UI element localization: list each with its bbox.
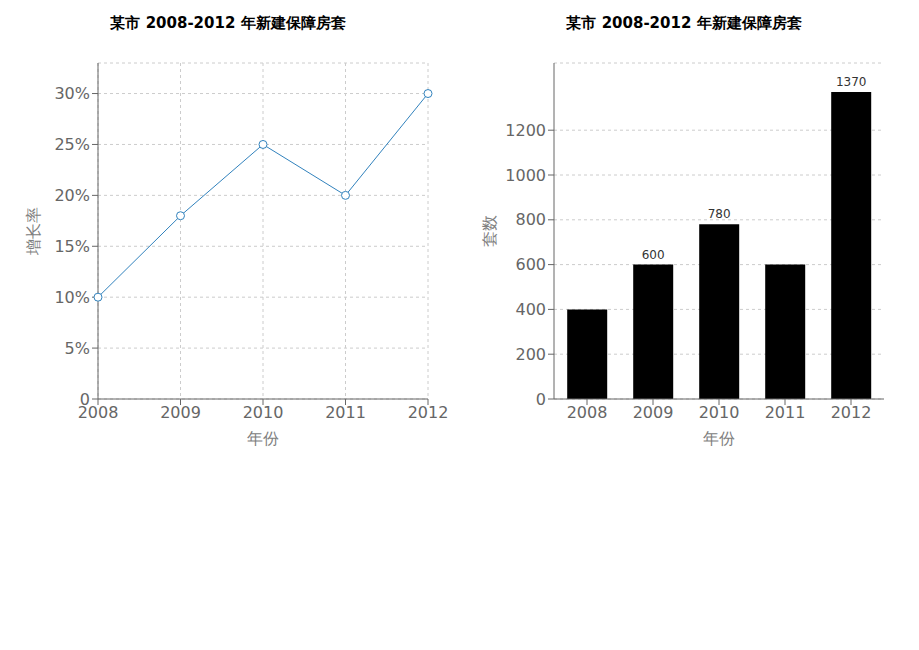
svg-text:2011: 2011 (325, 403, 366, 422)
svg-text:10%: 10% (54, 288, 90, 307)
svg-text:30%: 30% (54, 84, 90, 103)
svg-text:增长率: 增长率 (24, 207, 43, 256)
svg-text:2011: 2011 (765, 403, 806, 422)
html-text:某市 2008-2012 年新建保障房套: 某市 2008-2012 年新建保障房套 (566, 14, 802, 32)
svg-text:2009: 2009 (633, 403, 674, 422)
svg-text:0: 0 (536, 390, 546, 409)
svg-text:2008: 2008 (77, 403, 119, 423)
svg-text:780: 780 (708, 207, 731, 221)
svg-text:400: 400 (515, 300, 546, 319)
svg-text:5%: 5% (65, 339, 90, 358)
svg-text:年份: 年份 (247, 429, 279, 448)
svg-text:2010: 2010 (243, 403, 284, 422)
svg-text:15%: 15% (54, 237, 90, 256)
svg-text:600: 600 (642, 248, 665, 262)
svg-text:800: 800 (515, 210, 546, 229)
svg-text:1200: 1200 (505, 121, 546, 140)
svg-text:600: 600 (515, 255, 546, 274)
svg-text:2009: 2009 (160, 403, 201, 422)
svg-text:套数: 套数 (480, 215, 499, 247)
svg-text:年份: 年份 (703, 429, 735, 448)
svg-text:25%: 25% (54, 135, 90, 154)
svg-text:2010: 2010 (699, 403, 740, 422)
svg-text:2012: 2012 (408, 403, 448, 422)
svg-text:2008: 2008 (567, 403, 608, 422)
svg-text:2012: 2012 (831, 403, 872, 422)
svg-text:20%: 20% (54, 186, 90, 205)
html-text:某市 2008-2012 年新建保障房套: 某市 2008-2012 年新建保障房套 (110, 14, 346, 32)
svg-text:200: 200 (515, 345, 546, 364)
svg-text:0: 0 (80, 390, 90, 409)
svg-text:1000: 1000 (505, 166, 546, 185)
svg-text:1370: 1370 (836, 75, 867, 89)
